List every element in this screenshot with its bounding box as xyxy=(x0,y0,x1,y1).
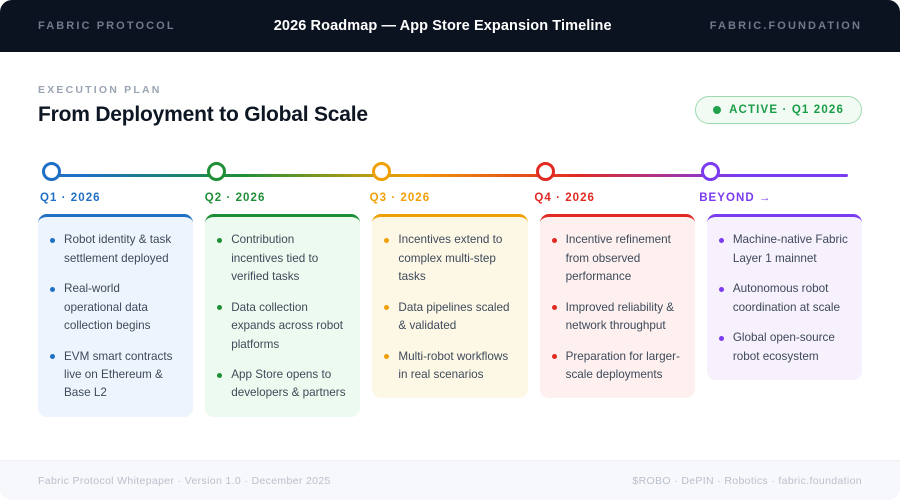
timeline-node-4[interactable]: Q4 · 2026 xyxy=(532,162,697,204)
list-item: Contribution incentives tied to verified… xyxy=(215,231,346,286)
milestone-card-3[interactable]: Incentives extend to complex multi-step … xyxy=(372,214,528,399)
milestone-label: Q3 · 2026 xyxy=(369,192,431,205)
timeline-node-row: Q1 · 2026 Q2 · 2026 Q3 · 2026 Q4 · 2026 BEYO… xyxy=(38,162,862,204)
timeline-axis: Q1 · 2026 Q2 · 2026 Q3 · 2026 Q4 · 2026 BEYO… xyxy=(38,162,862,208)
milestone-label: Q1 · 2026 xyxy=(40,192,101,205)
title-row: EXECUTION PLAN From Deployment to Global… xyxy=(38,84,862,126)
milestone-node-icon xyxy=(206,162,226,182)
milestone-label: BEYOND → xyxy=(699,192,772,205)
status-badge-label: ACTIVE · Q1 2026 xyxy=(729,104,844,117)
top-header-bar: FABRIC PROTOCOL 2026 Roadmap — App Store… xyxy=(0,0,900,52)
milestone-node-icon xyxy=(701,162,721,182)
list-item: Robot identity & task settlement deploye… xyxy=(48,231,179,268)
list-item: App Store opens to developers & partners xyxy=(215,366,346,403)
milestone-label: Q4 · 2026 xyxy=(534,192,595,205)
list-item: Global open-source robot ecosystem xyxy=(717,329,848,366)
list-item: Improved reliability & network throughpu… xyxy=(550,299,681,336)
timeline-node-1[interactable]: Q1 · 2026 xyxy=(38,162,203,204)
milestone-item-list: Contribution incentives tied to verified… xyxy=(215,231,346,403)
milestone-item-list: Robot identity & task settlement deploye… xyxy=(48,231,179,403)
list-item: Data collection expands across robot pla… xyxy=(215,299,346,354)
list-item: Incentives extend to complex multi-step … xyxy=(382,231,513,286)
timeline-track xyxy=(52,174,848,177)
status-dot-icon xyxy=(713,106,722,115)
list-item: Preparation for larger-scale deployments xyxy=(550,348,681,385)
timeline-node-5[interactable]: BEYOND → xyxy=(697,162,862,204)
headline: From Deployment to Global Scale xyxy=(38,103,368,126)
milestone-node-icon xyxy=(42,162,61,182)
list-item: Autonomous robot coordination at scale xyxy=(717,280,848,317)
footer-bar: Fabric Protocol Whitepaper · Version 1.0… xyxy=(0,460,900,500)
milestone-node-icon xyxy=(536,162,556,182)
timeline-node-3[interactable]: Q3 · 2026 xyxy=(368,162,533,204)
list-item: Multi-robot workflows in real scenarios xyxy=(382,348,513,385)
main-content: EXECUTION PLAN From Deployment to Global… xyxy=(0,52,900,460)
eyebrow-label: EXECUTION PLAN xyxy=(38,84,162,96)
milestone-node-icon xyxy=(371,162,391,182)
list-item: Data pipelines scaled & validated xyxy=(382,299,513,336)
milestone-card-4[interactable]: Incentive refinement from observed perfo… xyxy=(539,214,695,399)
status-badge[interactable]: ACTIVE · Q1 2026 xyxy=(695,96,862,125)
footer-left-text: Fabric Protocol Whitepaper · Version 1.0… xyxy=(38,474,331,487)
milestone-card-2[interactable]: Contribution incentives tied to verified… xyxy=(205,214,361,417)
milestone-card-1[interactable]: Robot identity & task settlement deploye… xyxy=(38,214,194,417)
brand-left-label: FABRIC PROTOCOL xyxy=(38,20,176,32)
page-title: 2026 Roadmap — App Store Expansion Timel… xyxy=(273,18,612,34)
title-block: EXECUTION PLAN From Deployment to Global… xyxy=(38,84,368,126)
footer-right-text: $ROBO · DePIN · Robotics · fabric.founda… xyxy=(632,474,862,487)
milestone-item-list: Machine-native Fabric Layer 1 mainnet Aut… xyxy=(717,231,848,366)
list-item: Real-world operational data collection b… xyxy=(48,280,179,335)
milestone-card-5[interactable]: Machine-native Fabric Layer 1 mainnet Aut… xyxy=(706,214,863,380)
list-item: Machine-native Fabric Layer 1 mainnet xyxy=(717,231,848,268)
milestone-item-list: Incentive refinement from observed perfo… xyxy=(550,231,681,384)
milestone-card-row: Robot identity & task settlement deploye… xyxy=(38,214,863,417)
milestone-item-list: Incentives extend to complex multi-step … xyxy=(382,231,513,384)
list-item: Incentive refinement from observed perfo… xyxy=(550,231,681,286)
brand-right-label: FABRIC.FOUNDATION xyxy=(709,20,862,32)
milestone-label: Q2 · 2026 xyxy=(204,192,266,205)
timeline-node-2[interactable]: Q2 · 2026 xyxy=(203,162,368,204)
list-item: EVM smart contracts live on Ethereum & B… xyxy=(48,348,179,403)
